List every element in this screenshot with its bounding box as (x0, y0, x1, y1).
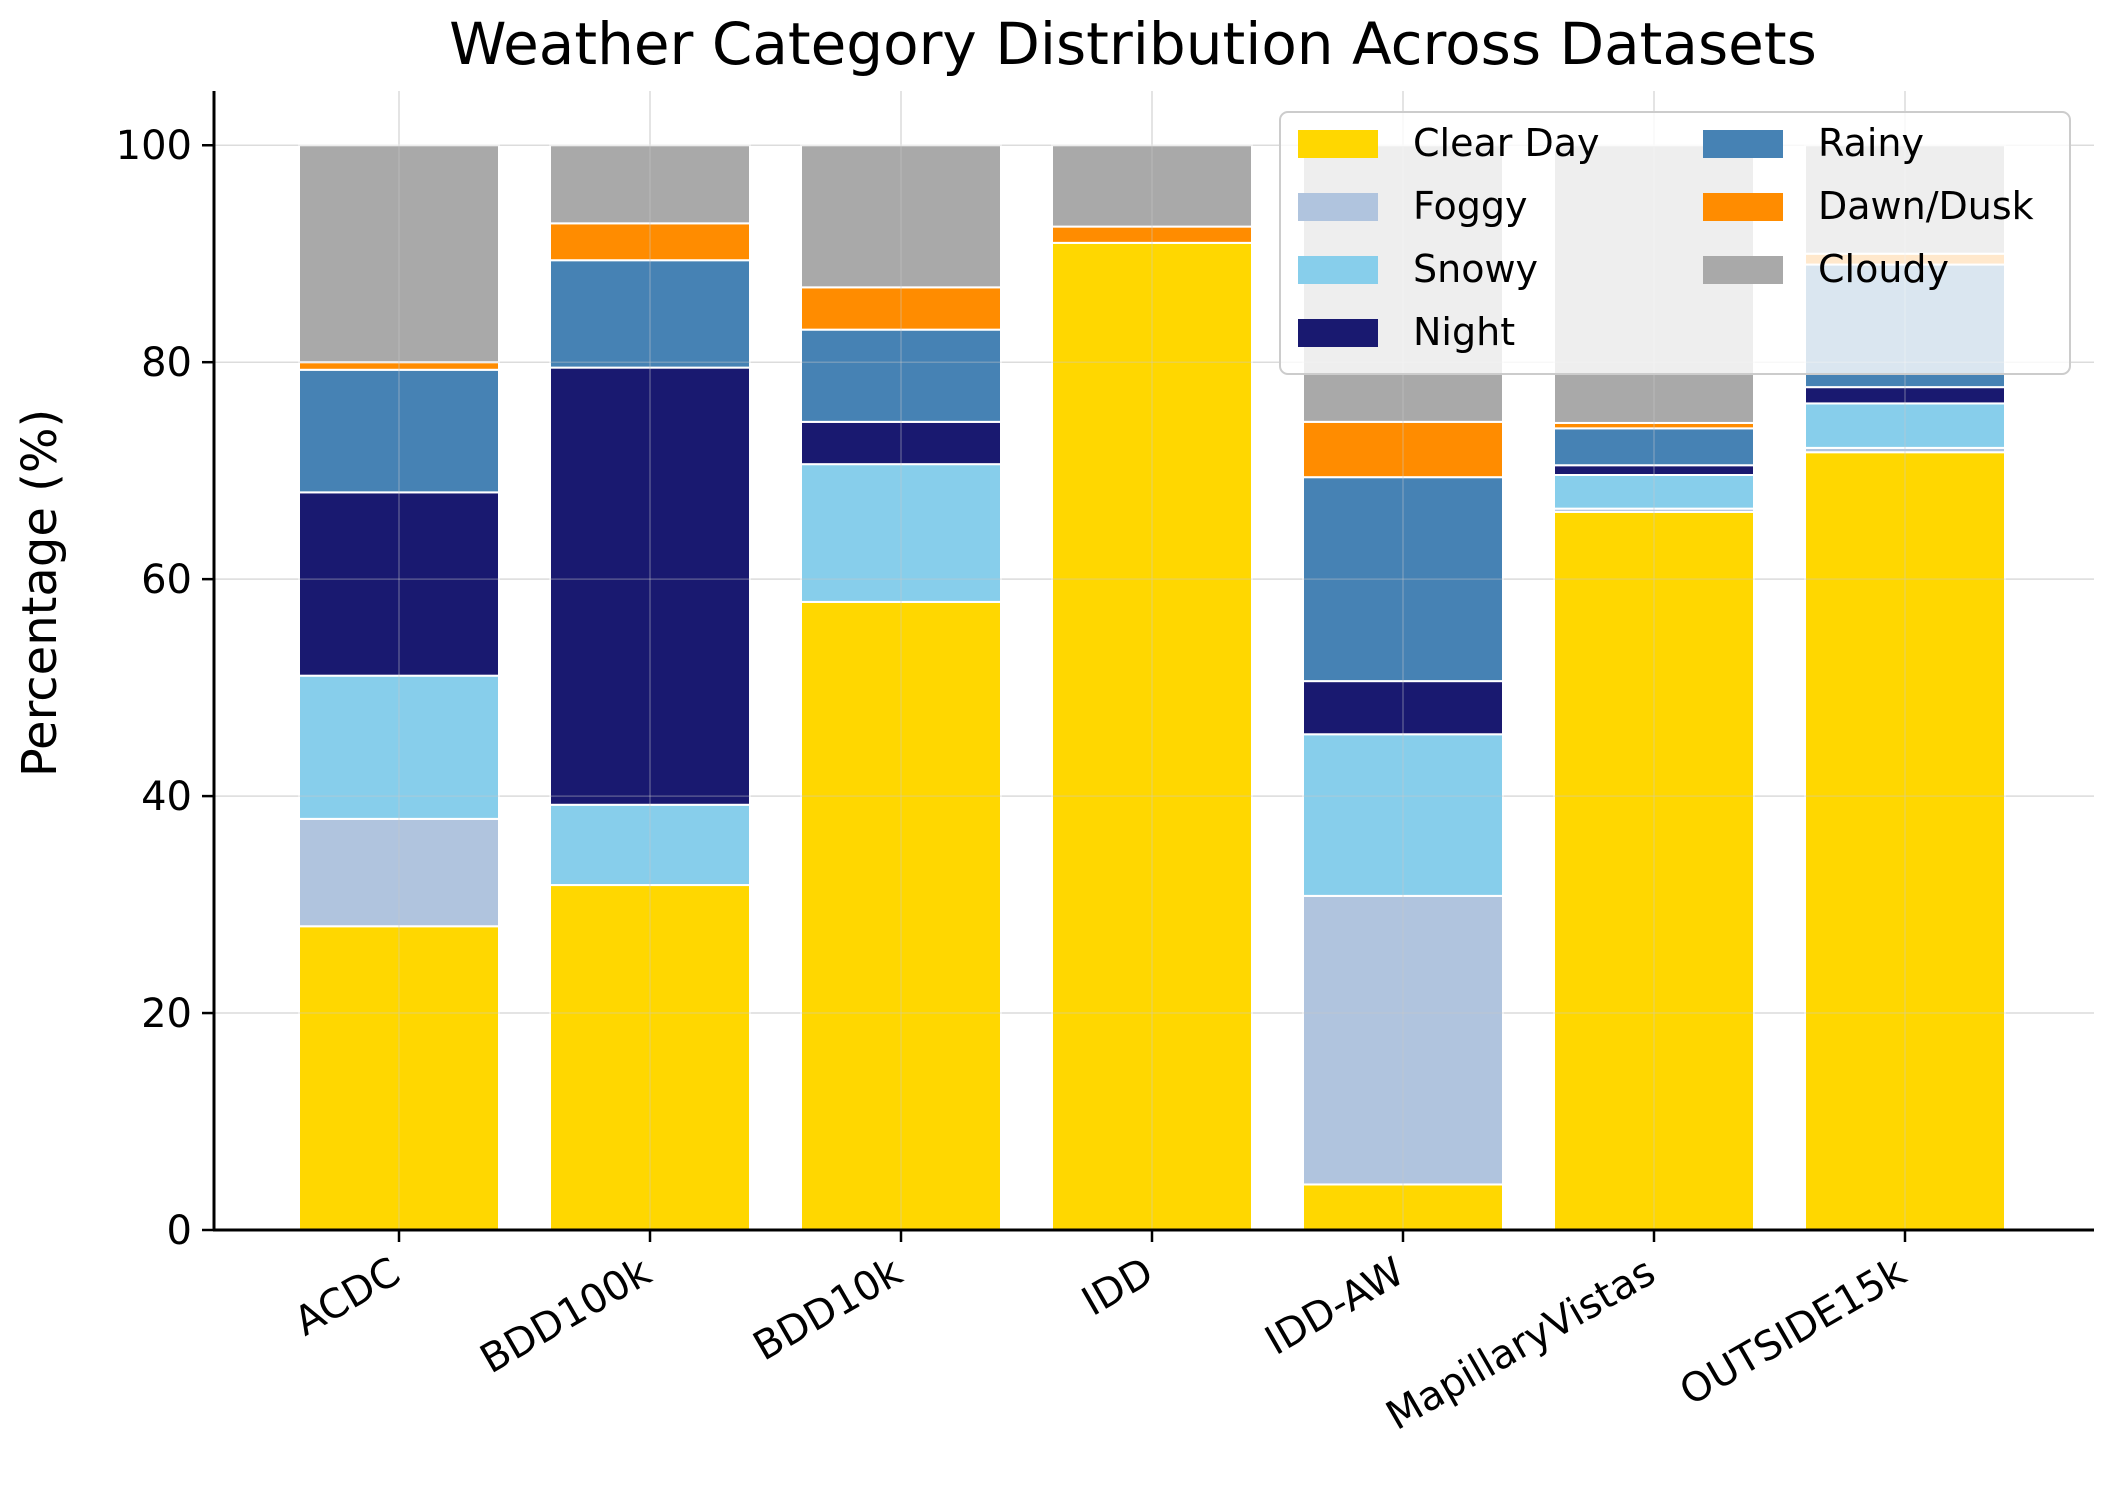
bar-segment-snowy (800, 463, 1002, 603)
x-tick-label: MapillaryVistas (1379, 1249, 1663, 1440)
bar-segment-rainy (549, 259, 751, 369)
bar-segment-night (549, 366, 751, 806)
x-tick-label: BDD10k (746, 1248, 911, 1370)
legend-swatch (1298, 193, 1378, 221)
bar-segment-snowy (1302, 733, 1504, 897)
bar-segment-dawn-dusk (800, 286, 1002, 331)
bar-segment-cloudy (298, 144, 500, 364)
bar-segment-cloudy (1051, 144, 1253, 228)
bar-segment-rainy (298, 368, 500, 494)
x-tick-label: IDD (1074, 1249, 1161, 1326)
y-tick-label: 80 (141, 340, 192, 386)
legend-label: Cloudy (1818, 247, 1949, 291)
bar-segment-cloudy (549, 144, 751, 225)
x-tick-label: IDD-AW (1258, 1249, 1412, 1365)
bar-segment-snowy (1553, 474, 1755, 510)
legend: Clear Day Foggy Snowy Night Rainy Dawn/Dusk Cl… (1279, 111, 2071, 375)
legend-label: Dawn/Dusk (1818, 184, 2034, 228)
legend-swatch (1298, 130, 1378, 158)
y-tick-label: 100 (116, 123, 192, 169)
legend-label: Foggy (1413, 184, 1527, 228)
legend-swatch (1703, 193, 1783, 221)
bar-segment-clear-day (800, 600, 1002, 1231)
bar-segment-clear-day (1804, 451, 2006, 1231)
legend-box (1279, 111, 2071, 375)
y-axis-label: Percentage (%) (12, 409, 68, 777)
bar-segment-cloudy (800, 144, 1002, 289)
legend-swatch (1298, 256, 1378, 284)
y-tick-label: 20 (141, 991, 192, 1037)
bar-segment-clear-day (1051, 241, 1253, 1232)
bar-segment-snowy (549, 803, 751, 887)
legend-swatch (1298, 319, 1378, 347)
y-tick-label: 0 (167, 1208, 192, 1254)
bar-segment-snowy (298, 674, 500, 820)
legend-label: Night (1413, 310, 1515, 354)
legend-swatch (1703, 130, 1783, 158)
y-tick-label: 40 (141, 774, 192, 820)
chart-title: Weather Category Distribution Across Dat… (449, 10, 1817, 78)
legend-label: Clear Day (1413, 121, 1600, 165)
bar-segment-dawn-dusk (1302, 420, 1504, 479)
y-tick-label: 60 (141, 557, 192, 603)
x-tick-label: BDD100k (473, 1248, 660, 1383)
bar-segment-foggy (1302, 894, 1504, 1186)
bar-segment-foggy (298, 817, 500, 928)
bar-segment-night (298, 491, 500, 677)
bar-segment-dawn-dusk (549, 222, 751, 262)
bar-segment-rainy (1302, 476, 1504, 683)
x-tick-label: ACDC (287, 1249, 408, 1346)
legend-label: Rainy (1818, 121, 1924, 165)
legend-label: Snowy (1413, 247, 1538, 291)
bar-segment-snowy (1804, 402, 2006, 449)
x-tick-label: OUTSIDE15k (1672, 1248, 1914, 1415)
legend-swatch (1703, 256, 1783, 284)
bar-segment-night (1302, 680, 1504, 736)
bar-segment-clear-day (298, 925, 500, 1231)
